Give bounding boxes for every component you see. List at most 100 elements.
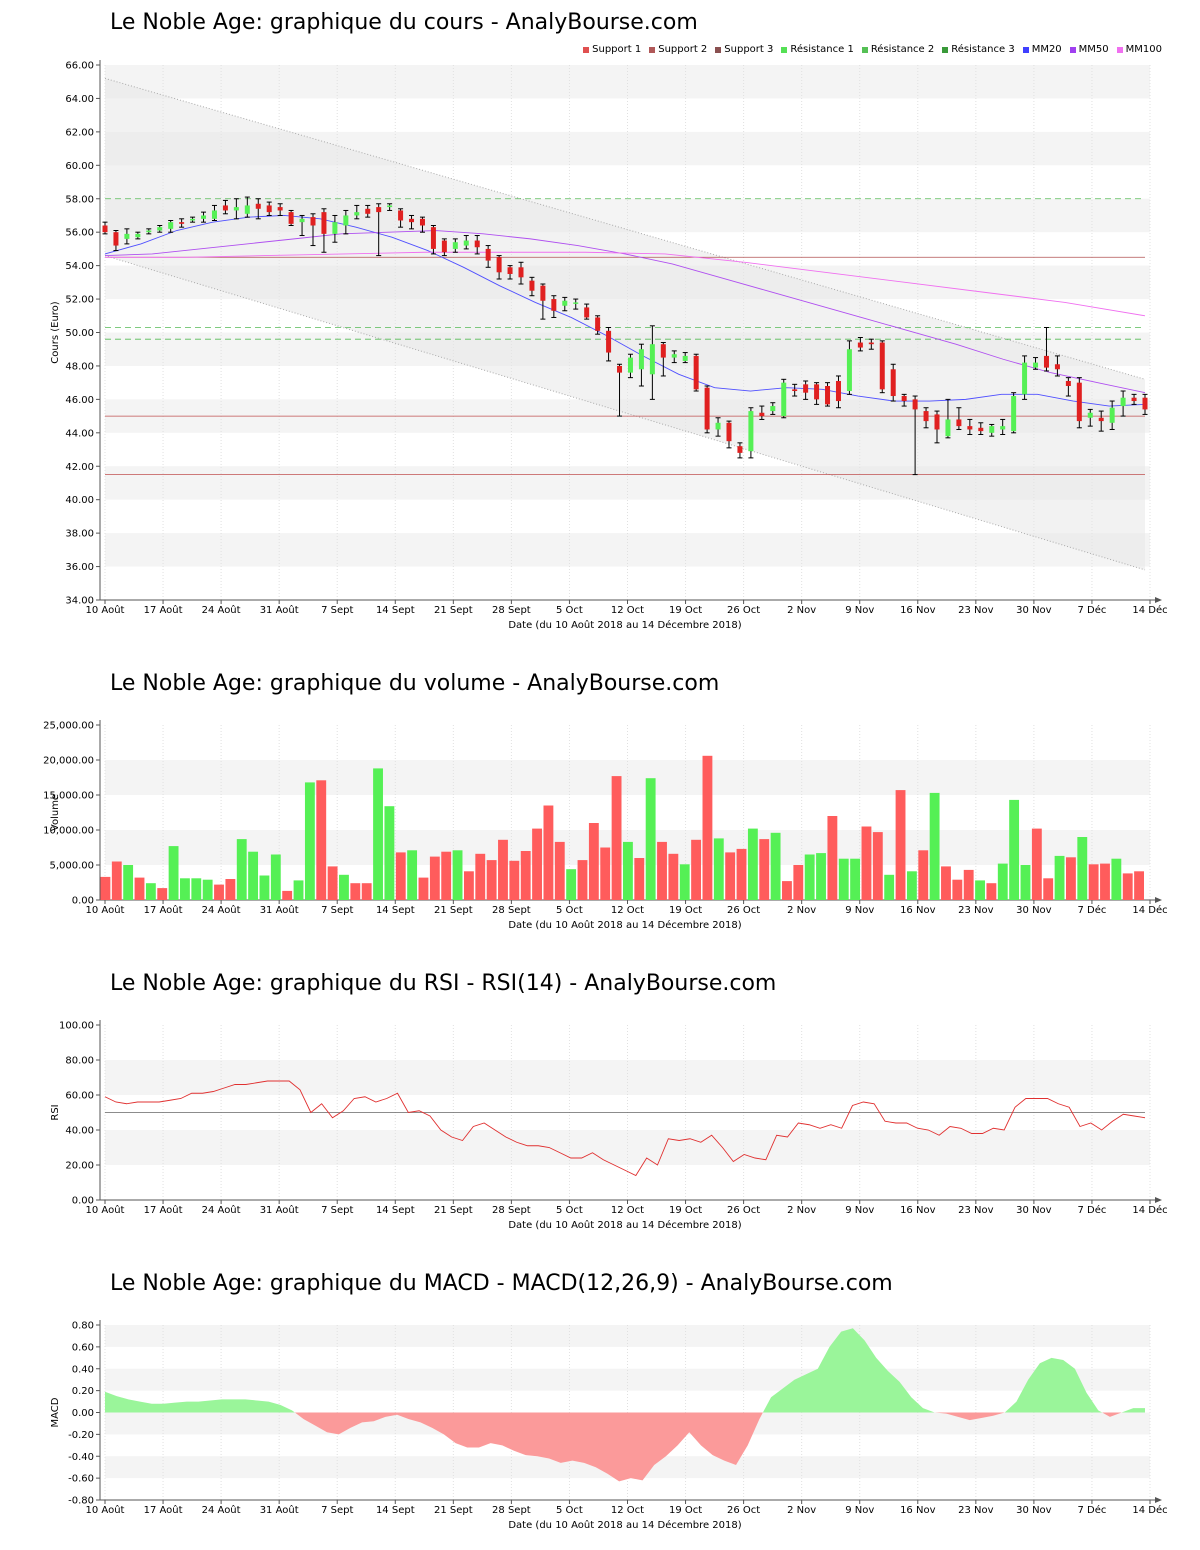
macd-x-arrow	[1155, 1497, 1162, 1503]
volume-bar	[1065, 857, 1076, 900]
volume-bar	[214, 884, 224, 900]
volume-bar	[486, 860, 497, 900]
rsi-x-tick-label: 2 Nov	[787, 1205, 816, 1216]
volume-x-tick-label: 26 Oct	[727, 905, 760, 916]
volume-bar	[611, 776, 622, 900]
macd-area-negative	[294, 1412, 763, 1482]
rsi-x-tick-label: 28 Sept	[492, 1205, 531, 1216]
price-chart-title: Le Noble Age: graphique du cours - Analy…	[110, 10, 698, 35]
volume-bar	[407, 850, 418, 900]
legend-label: MM100	[1125, 44, 1162, 55]
price-candle-body	[441, 240, 447, 253]
macd-area-negative	[1102, 1412, 1122, 1417]
volume-bar	[1077, 837, 1088, 900]
volume-bar	[1122, 873, 1133, 900]
price-candle-body	[332, 222, 338, 234]
macd-area-positive	[1004, 1357, 1103, 1413]
price-candle-body	[540, 285, 546, 301]
price-candle-body	[1022, 362, 1028, 395]
macd-grid-band	[105, 1456, 1150, 1479]
volume-bar	[929, 792, 940, 900]
macd-x-tick-label: 19 Oct	[669, 1505, 702, 1516]
price-y-tick-label: 36.00	[65, 562, 94, 573]
price-candle-body	[1109, 407, 1115, 423]
volume-bar	[509, 860, 520, 900]
price-candle-body	[507, 267, 513, 274]
price-x-tick-label: 14 Déc	[1132, 604, 1167, 616]
volume-bar	[270, 854, 281, 900]
volume-bar	[475, 853, 486, 900]
macd-x-tick-label: 5 Oct	[556, 1505, 583, 1516]
macd-area-positive	[762, 1328, 935, 1413]
volume-bar	[395, 852, 406, 900]
rsi-chart-title: Le Noble Age: graphique du RSI - RSI(14)…	[110, 971, 777, 996]
rsi-x-tick-label: 9 Nov	[845, 1205, 874, 1216]
rsi-x-tick-label: 10 Août	[86, 1204, 125, 1216]
rsi-x-axis-label: Date (du 10 Août 2018 au 14 Décembre 201…	[508, 1219, 741, 1231]
price-legend: Support 1 Support 2 Support 3 Résistance 1 R…	[583, 44, 1162, 55]
volume-x-tick-label: 7 Sept	[321, 905, 353, 916]
macd-x-tick-label: 21 Sept	[434, 1505, 473, 1516]
price-x-tick-label: 7 Déc	[1077, 604, 1106, 616]
volume-x-tick-label: 17 Août	[144, 904, 183, 916]
volume-bar	[282, 890, 293, 900]
macd-y-tick-label: -0.40	[68, 1452, 94, 1463]
macd-x-tick-label: 26 Oct	[727, 1505, 760, 1516]
volume-bar	[1009, 799, 1020, 900]
price-y-tick-label: 60.00	[65, 161, 94, 172]
volume-bar	[975, 880, 985, 900]
legend-swatch	[1022, 46, 1029, 53]
price-candle-body	[759, 412, 765, 417]
price-candle-body	[781, 382, 787, 417]
volume-bar	[827, 816, 838, 900]
macd-grid-band	[105, 1368, 1150, 1391]
price-y-tick-label: 34.00	[65, 596, 94, 607]
price-y-tick-label: 42.00	[65, 462, 94, 473]
volume-bar	[543, 805, 554, 900]
legend-label: Support 2	[658, 44, 708, 55]
macd-grid-band	[105, 1325, 1150, 1347]
price-candle-body	[255, 203, 261, 209]
volume-bar	[463, 871, 474, 900]
price-candle-body	[365, 208, 371, 214]
price-y-tick-label: 48.00	[65, 361, 94, 372]
price-candle-body	[770, 406, 776, 412]
rsi-y-tick-label: 60.00	[65, 1091, 94, 1102]
volume-bar	[816, 853, 826, 900]
price-candle-body	[1098, 417, 1104, 422]
price-x-axis-label: Date (du 10 Août 2018 au 14 Décembre 201…	[508, 619, 741, 631]
volume-x-tick-label: 12 Oct	[611, 905, 644, 916]
price-candle-body	[419, 218, 425, 226]
volume-x-tick-label: 5 Oct	[556, 905, 583, 916]
price-candle-body	[715, 422, 721, 430]
price-candle-body	[496, 257, 502, 273]
rsi-grid-band	[105, 1060, 1150, 1095]
macd-x-tick-label: 7 Déc	[1077, 1504, 1106, 1516]
price-candle-body	[693, 355, 699, 390]
macd-x-tick-label: 7 Sept	[321, 1505, 353, 1516]
legend-swatch	[1069, 46, 1076, 53]
volume-bar	[248, 851, 259, 900]
rsi-grid-band	[105, 1130, 1150, 1165]
price-y-tick-label: 50.00	[65, 328, 94, 339]
price-candle-body	[113, 232, 119, 246]
macd-x-axis-label: Date (du 10 Août 2018 au 14 Décembre 201…	[508, 1519, 741, 1531]
volume-x-axis-label: Date (du 10 Août 2018 au 14 Décembre 201…	[508, 919, 741, 931]
volume-bar	[134, 877, 145, 900]
price-candle-body	[967, 426, 973, 430]
price-candle-body	[266, 205, 272, 213]
rsi-y-tick-label: 80.00	[65, 1056, 94, 1067]
price-candle-body	[354, 212, 360, 216]
rsi-x-tick-label: 30 Nov	[1016, 1205, 1052, 1216]
legend-label: Résistance 3	[951, 44, 1015, 55]
volume-grid-band	[105, 830, 1150, 865]
volume-bar	[895, 790, 906, 900]
volume-bar	[384, 806, 395, 900]
volume-bar	[782, 881, 792, 900]
volume-y-tick-label: 5,000.00	[49, 861, 94, 872]
volume-bar	[963, 869, 974, 900]
volume-bar	[225, 879, 236, 900]
volume-bar	[657, 841, 667, 900]
price-legend-item: MM100	[1116, 44, 1162, 55]
price-x-arrow	[1155, 597, 1162, 603]
